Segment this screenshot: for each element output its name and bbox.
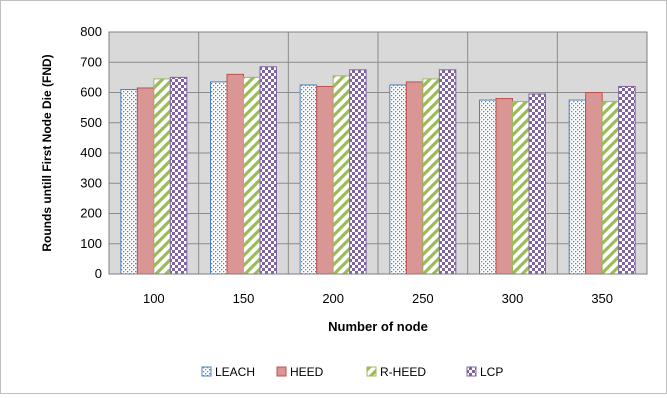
x-tick-label: 150 — [233, 291, 255, 306]
bar-leach-150 — [210, 81, 228, 275]
y-tick-label: 300 — [80, 175, 102, 190]
bar-lcp-250 — [438, 69, 457, 275]
y-tick-label: 500 — [80, 115, 102, 130]
x-tick-labels: 100 150 200 250 300 350 — [143, 291, 613, 306]
y-axis-label: Rounds untill First Node Die (FND) — [40, 54, 54, 251]
bar-leach-250 — [389, 84, 407, 275]
bar-leach-100 — [120, 88, 138, 275]
x-tick-label: 250 — [412, 291, 434, 306]
x-axis-label: Number of node — [328, 319, 428, 334]
bar-heed-200 — [316, 85, 334, 275]
y-tick-label: 600 — [80, 85, 102, 100]
legend-label-lcp: LCP — [480, 365, 503, 379]
bar-leach-350 — [568, 99, 587, 275]
bar-lcp-200 — [349, 69, 367, 275]
legend-label-r-heed: R-HEED — [380, 365, 426, 379]
legend-label-heed: HEED — [290, 365, 324, 379]
y-tick-label: 400 — [80, 145, 102, 160]
x-tick-label: 300 — [502, 291, 524, 306]
bar-r-heed-300 — [512, 101, 530, 275]
y-tick-label: 800 — [80, 24, 102, 39]
legend-swatch-heed — [276, 366, 287, 377]
x-tick-label: 200 — [322, 291, 344, 306]
bar-lcp-350 — [618, 85, 636, 275]
bar-heed-150 — [226, 73, 244, 275]
bar-leach-200 — [299, 84, 318, 275]
bar-r-heed-150 — [243, 76, 261, 275]
bar-lcp-150 — [259, 66, 277, 275]
plot-border — [108, 31, 648, 275]
bar-r-heed-100 — [153, 78, 171, 275]
bar-r-heed-250 — [422, 78, 440, 275]
bar-lcp-100 — [169, 76, 188, 275]
bar-r-heed-350 — [601, 101, 620, 275]
y-tick-label: 100 — [80, 236, 102, 251]
bar-heed-100 — [136, 87, 155, 275]
legend-swatch-leach — [201, 366, 212, 377]
y-tick-label: 700 — [80, 54, 102, 69]
bar-leach-300 — [479, 99, 497, 275]
y-tick-label: 0 — [95, 266, 102, 281]
bar-r-heed-200 — [332, 75, 351, 275]
x-tick-label: 100 — [143, 291, 165, 306]
bar-lcp-300 — [528, 93, 546, 275]
y-tick-label: 200 — [80, 206, 102, 221]
legend-swatch-lcp — [466, 366, 477, 377]
axes-group — [108, 31, 648, 275]
y-tick-labels: 0 100 200 300 400 500 600 700 800 — [80, 24, 102, 281]
bar-heed-350 — [585, 92, 603, 275]
x-tick-label: 350 — [591, 291, 613, 306]
bar-heed-300 — [495, 98, 513, 275]
legend-swatch-r-heed — [366, 366, 377, 377]
bar-heed-250 — [405, 81, 424, 275]
legend: LEACH HEED R-HEED LCP — [201, 365, 503, 379]
legend-label-leach: LEACH — [215, 365, 255, 379]
